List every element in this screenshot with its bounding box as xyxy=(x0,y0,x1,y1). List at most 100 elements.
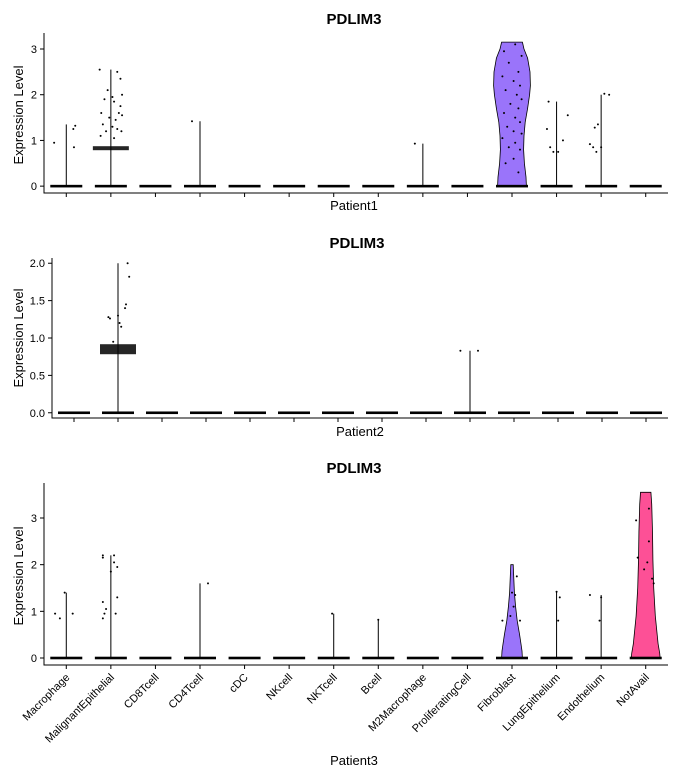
y-tick-label: 0 xyxy=(31,653,37,665)
y-tick-label: 0.0 xyxy=(30,408,45,420)
cell-point xyxy=(608,93,611,96)
violin-m2macrophage xyxy=(410,411,442,415)
zero-expression-points xyxy=(278,411,310,415)
violin-endothelium xyxy=(585,594,618,660)
cell-point xyxy=(114,612,117,615)
cell-point xyxy=(101,556,104,559)
panel-1-title: PDLIM3 xyxy=(326,11,381,28)
violin-proliferating-cell xyxy=(454,349,486,415)
y-tick-label: 2 xyxy=(31,560,37,572)
cell-point xyxy=(501,619,504,622)
violin-macrophage xyxy=(50,124,83,188)
zero-expression-points xyxy=(542,411,574,415)
cell-point xyxy=(413,142,416,145)
zero-expression-points xyxy=(496,184,528,188)
cell-point xyxy=(635,519,638,522)
x-tick-label: CD8Tcell xyxy=(122,672,162,712)
violin-c-dc xyxy=(234,411,266,415)
violin-m2macrophage xyxy=(406,656,439,660)
zero-expression-points xyxy=(234,411,266,415)
panel-2-title: PDLIM3 xyxy=(329,235,384,252)
cell-point xyxy=(517,70,520,73)
zero-expression-points xyxy=(228,184,261,188)
zero-expression-points xyxy=(139,184,172,188)
panel-patient2: PDLIM3 Expression Level Patient2 0.0 0.5 1… xyxy=(11,235,668,439)
violin-cd8tcell xyxy=(146,411,178,415)
panel-1-x-axis-label: Patient1 xyxy=(330,198,378,213)
zero-expression-points xyxy=(585,656,618,660)
zero-expression-points xyxy=(630,411,662,415)
violin-malignant-epithelial xyxy=(94,554,127,660)
cell-point xyxy=(106,89,109,92)
zero-expression-points xyxy=(629,656,662,660)
cell-point xyxy=(126,262,129,265)
zero-expression-points xyxy=(406,656,439,660)
cell-point xyxy=(74,124,77,127)
panel-3-y-axis-label: Expression Level xyxy=(11,526,26,625)
panel-1-plot: 0 1 2 3 xyxy=(31,33,668,197)
y-tick-label: 2 xyxy=(31,90,37,102)
cell-point xyxy=(514,116,517,119)
violin-macrophage xyxy=(58,411,90,415)
panel-3-title: PDLIM3 xyxy=(326,460,381,477)
y-tick-label: 1 xyxy=(31,135,37,147)
violin-cd4tcell xyxy=(184,582,216,660)
cell-point xyxy=(504,89,507,92)
cell-point xyxy=(120,325,123,328)
x-tick-label: NKcell xyxy=(264,672,295,703)
panel-3-x-axis-label: Patient3 xyxy=(330,753,378,768)
violin-bcell xyxy=(362,184,395,188)
cell-point xyxy=(109,570,112,573)
violin-lung-epithelium xyxy=(540,590,573,660)
cell-point xyxy=(119,77,122,80)
zero-expression-points xyxy=(102,411,134,415)
violin-bcell xyxy=(366,411,398,415)
cell-point xyxy=(519,148,521,151)
y-tick-label: 1.5 xyxy=(30,296,45,308)
violin-fibroblast xyxy=(493,41,531,188)
dense-expression-band xyxy=(92,146,129,151)
cell-point xyxy=(377,618,380,621)
cell-point xyxy=(125,303,127,306)
zero-expression-points xyxy=(586,411,618,415)
y-tick-label: 3 xyxy=(31,513,37,525)
cell-point xyxy=(561,139,564,142)
zero-expression-points xyxy=(317,184,350,188)
cell-point xyxy=(105,130,108,133)
cell-point xyxy=(600,146,603,149)
cell-point xyxy=(598,619,601,622)
violin-shape xyxy=(493,41,531,187)
violin-macrophage xyxy=(50,591,83,660)
cell-point xyxy=(517,107,520,110)
violin-malignant-epithelial xyxy=(100,262,136,415)
cell-point xyxy=(101,123,104,126)
cell-point xyxy=(509,102,512,105)
cell-point xyxy=(509,615,512,617)
violin-malignant-epithelial xyxy=(92,68,129,188)
violin-shape xyxy=(630,491,661,659)
violin-nkcell xyxy=(273,184,306,188)
cell-point xyxy=(118,322,121,325)
panel-patient3: PDLIM3 Expression Level Patient3 0123Mac… xyxy=(11,460,668,768)
violin-proliferating-cell xyxy=(451,184,484,188)
cell-point xyxy=(519,121,521,124)
zero-expression-points xyxy=(146,411,178,415)
zero-expression-points xyxy=(410,411,442,415)
cell-point xyxy=(58,617,61,620)
zero-expression-points xyxy=(184,184,216,188)
cell-point xyxy=(107,316,110,319)
cell-point xyxy=(128,275,131,278)
x-tick-label: NKTcell xyxy=(305,672,340,707)
cell-point xyxy=(588,594,591,596)
violin-bcell xyxy=(362,618,395,660)
cell-point xyxy=(111,96,114,98)
cell-point xyxy=(113,561,116,564)
y-tick-label: 2.0 xyxy=(30,258,45,270)
cell-point xyxy=(514,594,517,596)
cell-point xyxy=(651,577,654,580)
cell-point xyxy=(112,340,115,343)
cell-point xyxy=(109,317,111,320)
violin-lung-epithelium xyxy=(542,411,574,415)
